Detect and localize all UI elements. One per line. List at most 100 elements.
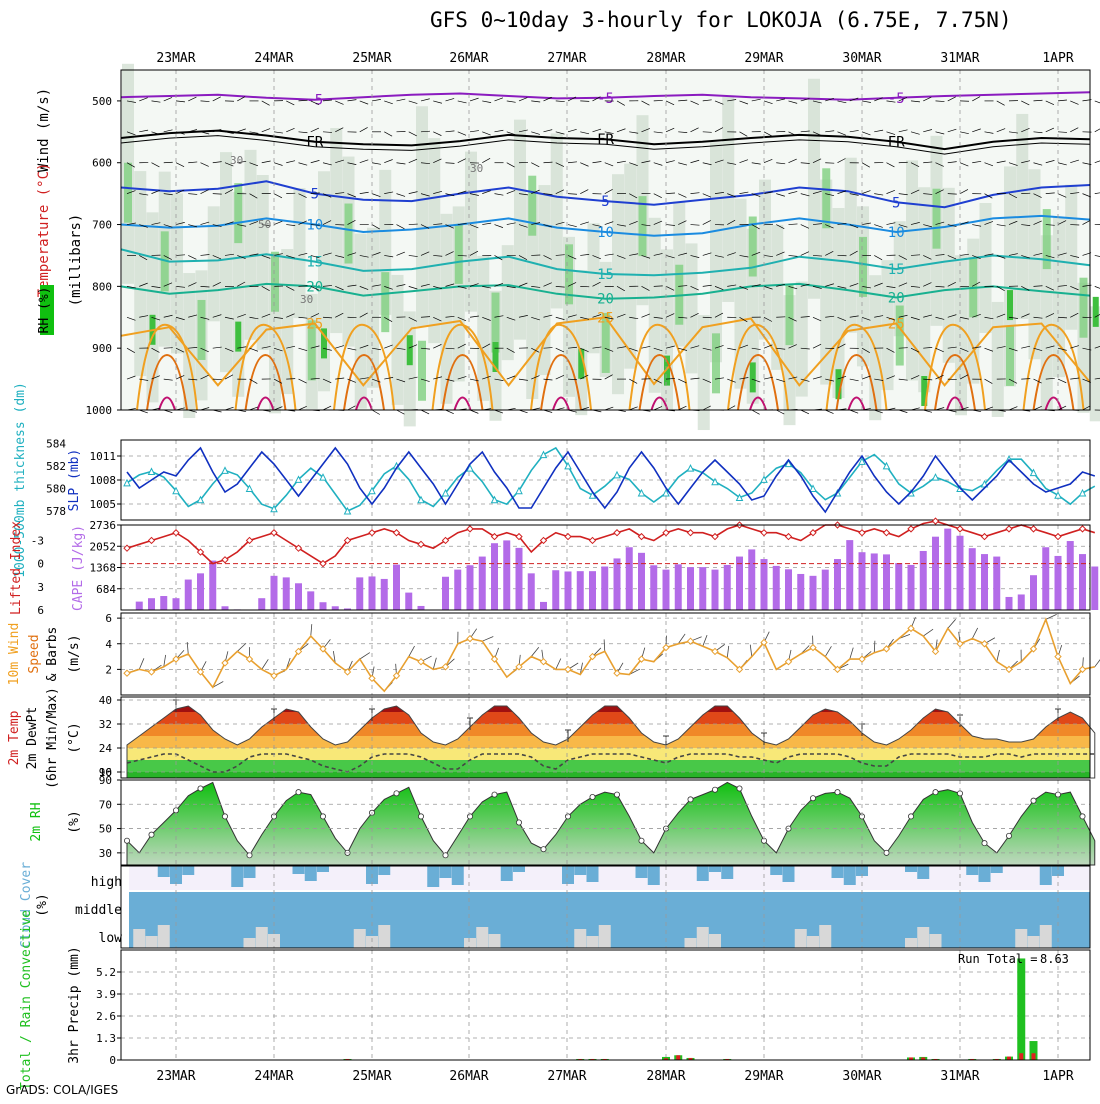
cape-bar: [148, 598, 155, 610]
wind-barb-10m: [360, 653, 370, 660]
wind-barb: [825, 410, 833, 414]
thickness-tick: 584: [46, 437, 66, 450]
wind-barb-10m: [139, 658, 144, 669]
pressure-tick: 1000: [86, 404, 113, 417]
date-label-top: 25MAR: [352, 51, 391, 66]
date-label-top: 1APR: [1042, 51, 1073, 66]
cape-bar: [283, 577, 290, 610]
rh-shade: [710, 142, 722, 362]
cape-tick: 1368: [90, 562, 117, 575]
ylabel-precip-total: Total / Rain Convective: [19, 910, 34, 1090]
rh-point: [320, 814, 325, 819]
cape-bar: [797, 574, 804, 610]
pressure-tick: 600: [92, 157, 112, 170]
rh-shade: [134, 171, 146, 376]
rh-shade: [1053, 217, 1065, 377]
wind-barb-10m: [874, 641, 875, 653]
cape-bar: [369, 576, 376, 610]
cape-bar: [454, 570, 461, 610]
wind-barb-10m: [482, 636, 493, 641]
cape-bar: [516, 548, 523, 610]
temp-band: [121, 697, 1090, 712]
cape-bar: [993, 557, 1000, 610]
cloud-high-bar: [587, 866, 599, 882]
isotherm-label: -5: [888, 91, 905, 107]
pressure-tick: 700: [92, 219, 112, 232]
cape-bar: [1018, 594, 1025, 610]
cape-bar: [944, 529, 951, 610]
lifted-index-point: [565, 534, 571, 540]
rh-point: [492, 792, 497, 797]
rh-tick: 90: [99, 774, 112, 787]
rh-tick: 30: [99, 847, 112, 860]
temp-band: [121, 712, 1090, 724]
cloud-low-gap: [709, 934, 721, 948]
rh-point: [908, 814, 913, 819]
date-label-top: 29MAR: [744, 51, 783, 66]
lifted-index-point: [1006, 526, 1012, 532]
rh-shade: [1029, 169, 1041, 359]
wind-barb-10m: [948, 619, 956, 628]
ylabel-cloud-units: (%): [35, 893, 50, 916]
temp-tick: 32: [99, 718, 112, 731]
cloud-low-gap: [807, 936, 819, 948]
temp-band: [121, 724, 1090, 736]
cape-bar: [1030, 575, 1037, 610]
rh-shade-high: [455, 224, 463, 284]
ylabel-wind-speed: Speed: [27, 634, 42, 673]
isotherm-label: 15: [888, 262, 905, 278]
rh-point: [394, 791, 399, 796]
wind-barb-10m: [972, 628, 977, 639]
cloud-high-bar: [293, 866, 305, 874]
rh-shade: [845, 158, 857, 333]
thickness-tick: 580: [46, 482, 66, 495]
rh-point: [565, 814, 570, 819]
rh-point: [467, 814, 472, 819]
rh-shade-high: [1006, 326, 1014, 386]
wind-barb-10m: [604, 639, 605, 651]
cape-bar: [736, 557, 743, 610]
lifted-index-point: [761, 530, 767, 536]
isotherm-label: 20: [597, 292, 614, 308]
cape-bar: [173, 598, 180, 610]
rh-shade-high: [822, 168, 830, 228]
cloud-high-bar: [905, 866, 917, 872]
cloud-high-bar: [378, 866, 390, 875]
wind-barb: [776, 410, 784, 414]
cape-bar: [969, 548, 976, 610]
lifted-index-point: [688, 530, 694, 536]
lifted-index-point: [982, 534, 988, 540]
cape-bar: [271, 576, 278, 610]
precip-tick: 1.3: [96, 1032, 116, 1045]
cloud-low-gap: [917, 927, 929, 948]
isotherm-label: 10: [306, 218, 323, 234]
cape-bar: [1006, 597, 1013, 610]
pressure-tick: 900: [92, 342, 112, 355]
rh-shade-max: [1007, 290, 1013, 320]
date-label-bottom: 31MAR: [940, 1069, 979, 1084]
date-label-bottom: 23MAR: [156, 1069, 195, 1084]
rh-shade: [330, 128, 342, 333]
rh-shade-high: [271, 252, 279, 312]
cape-bar: [932, 537, 939, 610]
isotherm-label: -5: [306, 93, 323, 109]
wind-barb-10m: [727, 646, 728, 658]
run-total-label: Run Total =: [958, 952, 1037, 966]
wind-barb: [470, 410, 478, 413]
ylabel-cape: CAPE (J/kg): [71, 525, 86, 611]
cape-bar: [552, 570, 559, 610]
cape-bar: [883, 554, 890, 610]
ylabel-li: Lifted Index: [9, 521, 24, 615]
wind-barb-10m: [409, 646, 415, 656]
rh-shade-max: [1093, 297, 1099, 327]
li-tick: 6: [37, 604, 44, 617]
slp-tick: 1005: [90, 498, 117, 511]
rh-point: [982, 841, 987, 846]
ylabel-rh2m: 2m RH: [29, 802, 44, 841]
rh-point: [1080, 814, 1085, 819]
ylabel-rh: RH (%): [37, 287, 52, 334]
cloud-high-bar: [832, 866, 844, 878]
rh-shade-high: [859, 237, 867, 297]
wind-barb: [421, 410, 429, 414]
